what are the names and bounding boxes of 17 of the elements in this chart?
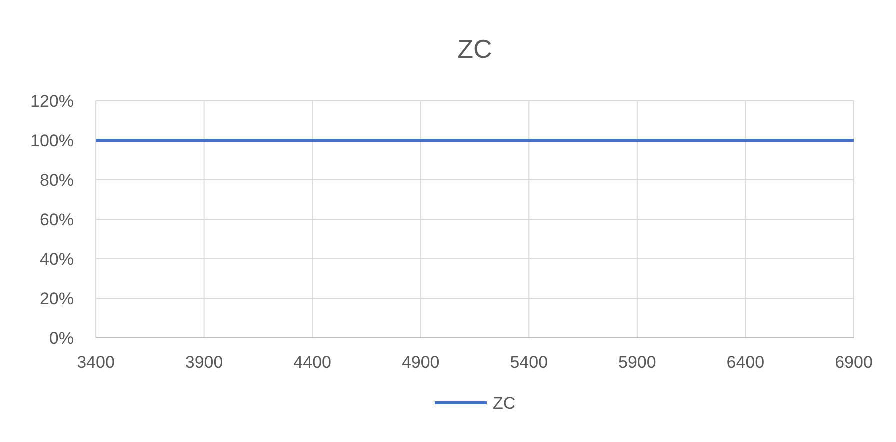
y-tick-label: 0% [49, 328, 74, 348]
x-tick-label: 3400 [77, 353, 115, 372]
y-tick-label: 120% [30, 92, 74, 111]
x-tick-label: 6900 [835, 353, 873, 372]
y-tick-label: 40% [40, 250, 74, 269]
y-tick-label: 80% [40, 170, 74, 190]
x-tick-label: 4900 [402, 353, 440, 372]
x-tick-label: 5900 [618, 353, 656, 372]
x-tick-label: 6400 [726, 353, 765, 372]
y-tick-label: 60% [40, 210, 74, 230]
chart-title: ZC [458, 34, 492, 64]
x-tick-label: 3900 [185, 353, 224, 372]
legend-label: ZC [493, 394, 516, 413]
y-tick-label: 100% [30, 131, 74, 150]
x-tick-label: 4400 [294, 353, 332, 372]
y-tick-label: 20% [40, 289, 74, 308]
x-tick-label: 5400 [510, 353, 548, 372]
